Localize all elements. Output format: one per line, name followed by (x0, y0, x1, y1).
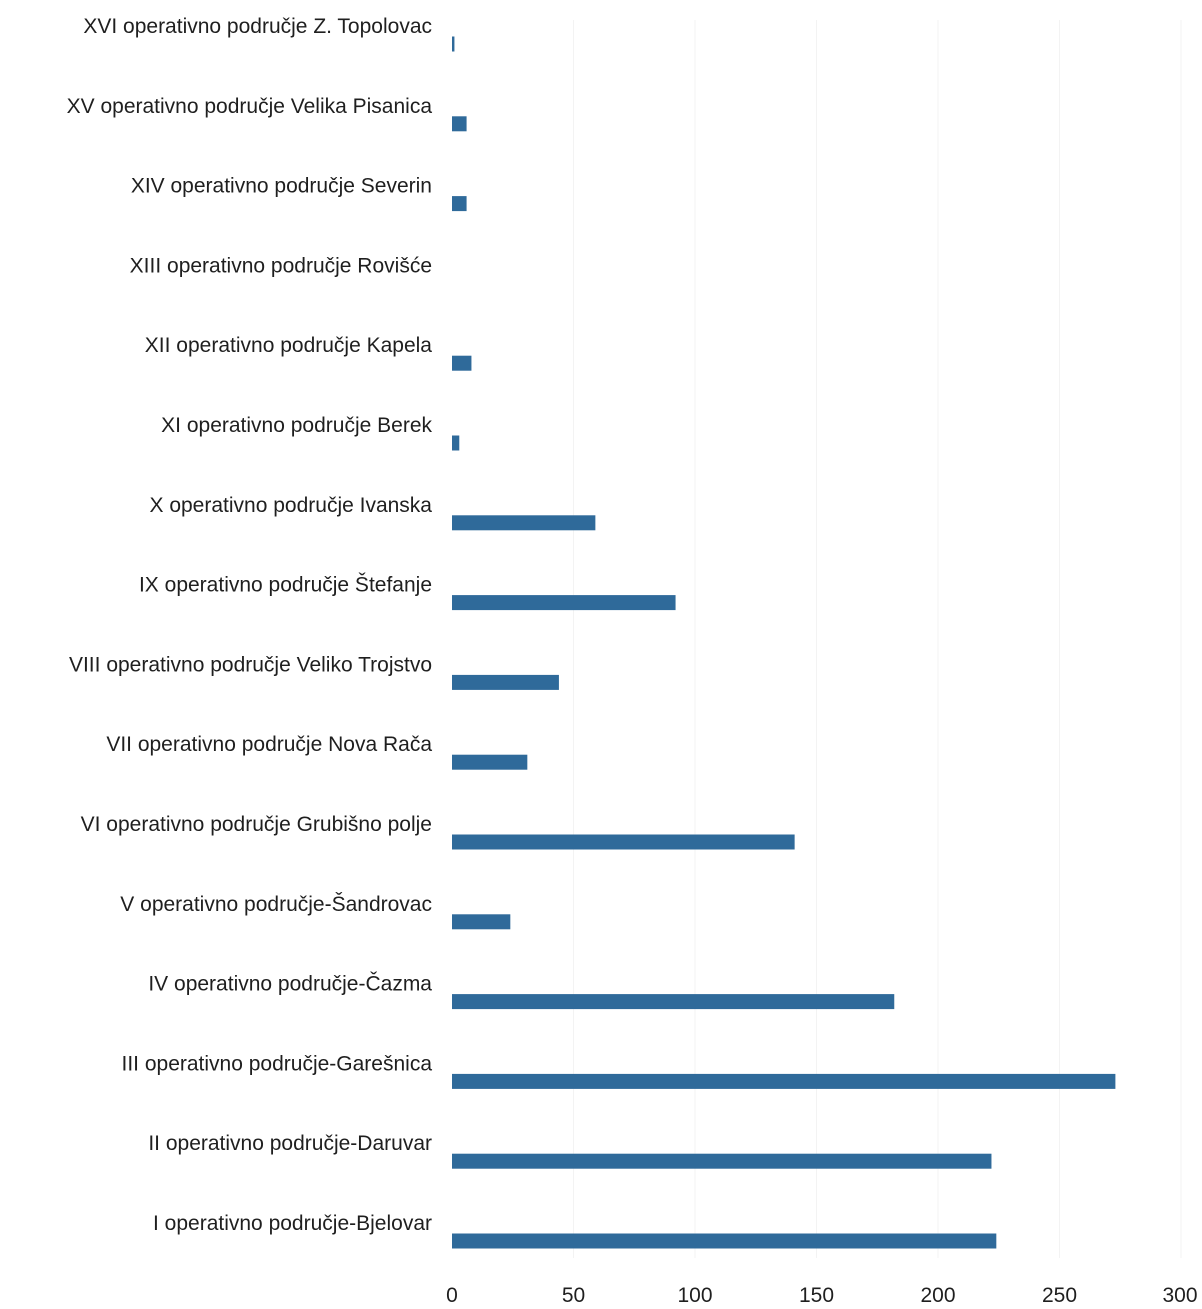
category-label: VIII operativno područje Veliko Trojstvo (69, 653, 432, 676)
bar (452, 196, 467, 212)
bar (452, 595, 676, 611)
category-label: XVI operativno područje Z. Topolovac (83, 15, 432, 38)
x-tick-label: 150 (799, 1284, 834, 1307)
bar (452, 1073, 1116, 1089)
grid-layer (573, 20, 1182, 1258)
bar (452, 1233, 997, 1249)
category-label: XV operativno područje Velika Pisanica (67, 95, 433, 118)
category-label: I operativno područje-Bjelovar (153, 1212, 432, 1235)
bar (452, 674, 559, 690)
category-label: II operativno područje-Daruvar (148, 1132, 432, 1155)
category-label: IX operativno područje Štefanje (139, 574, 432, 597)
bar (452, 515, 596, 531)
bar (452, 754, 528, 770)
category-label: V operativno područje-Šandrovac (120, 893, 432, 916)
bar (452, 1153, 992, 1169)
category-label: X operativno područje Ivanska (149, 494, 432, 517)
category-label: XI operativno područje Berek (161, 414, 432, 437)
bars-layer (452, 36, 1116, 1249)
category-label: XIV operativno područje Severin (131, 175, 432, 198)
bar (452, 116, 467, 132)
x-tick-label: 200 (920, 1284, 955, 1307)
x-tick-label: 50 (562, 1284, 585, 1307)
category-label: VII operativno područje Nova Rača (106, 733, 432, 756)
category-label: VI operativno područje Grubišno polje (81, 813, 432, 836)
x-tick-label: 0 (446, 1284, 458, 1307)
bar (452, 36, 455, 52)
category-label: XIII operativno područje Rovišće (130, 254, 432, 277)
bar (452, 435, 460, 451)
x-tick-label: 100 (677, 1284, 712, 1307)
bar (452, 994, 895, 1010)
bar (452, 355, 472, 371)
x-tick-label: 300 (1162, 1284, 1197, 1307)
bar (452, 914, 511, 930)
x-tick-label: 250 (1042, 1284, 1077, 1307)
bar (452, 834, 795, 850)
category-label: III operativno područje-Garešnica (122, 1052, 433, 1075)
category-labels: XVI operativno područje Z. Topolovac XV o… (67, 15, 433, 1235)
category-label: IV operativno područje-Čazma (148, 973, 432, 996)
x-axis-ticks: 0 50 100 150 200 250 300 (446, 1284, 1197, 1307)
category-label: XII operativno područje Kapela (145, 334, 433, 357)
